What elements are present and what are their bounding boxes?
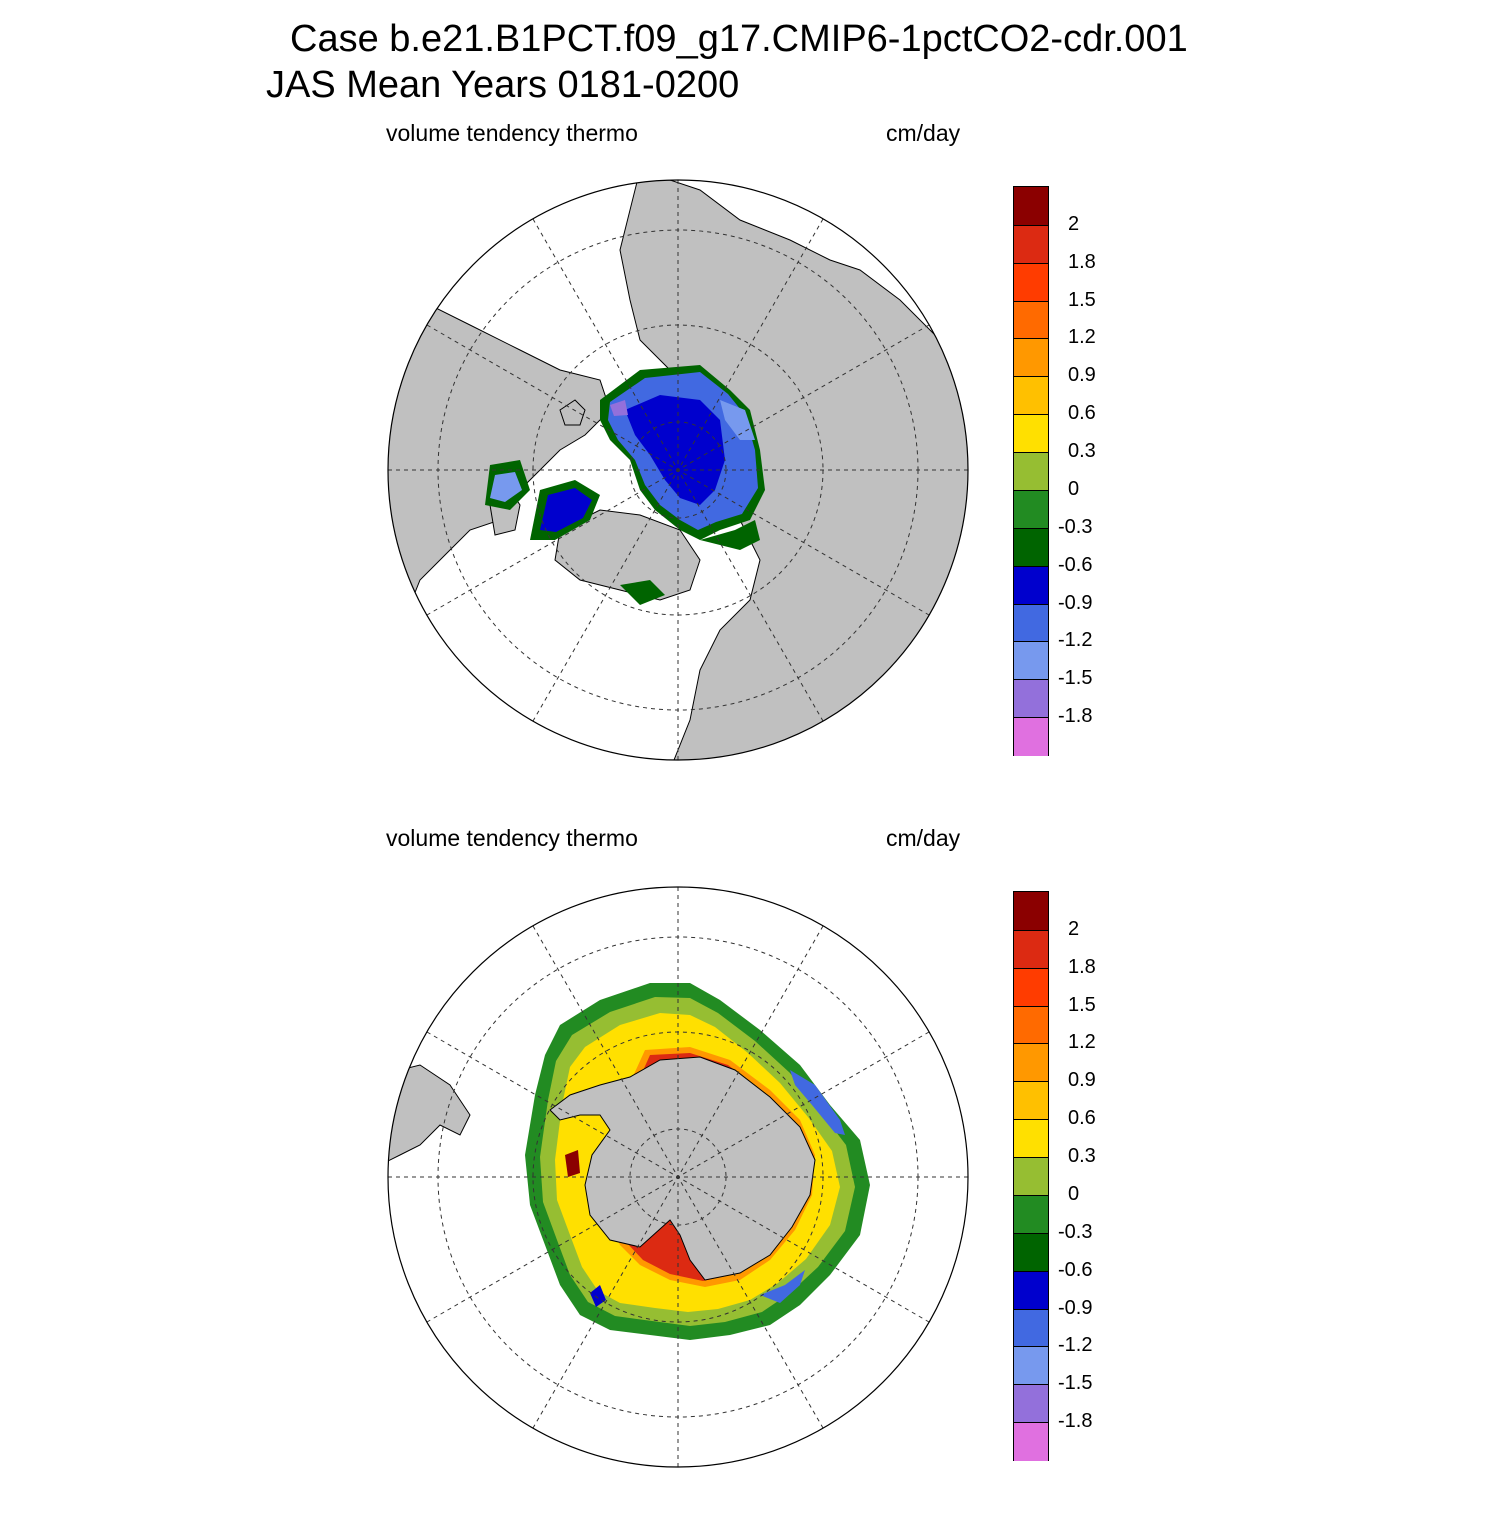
antarctic-colorbar-box <box>1014 1157 1048 1196</box>
arctic-colorbar-label: 1.8 <box>1068 250 1096 273</box>
arctic-colorbar-box <box>1014 452 1048 491</box>
antarctic-colorbar-box <box>1014 1422 1048 1461</box>
antarctic-colorbar-label: 0.6 <box>1068 1107 1096 1130</box>
antarctic-colorbar-box <box>1014 1194 1048 1234</box>
arctic-units-label: cm/day <box>886 120 961 146</box>
arctic-graticule <box>388 180 968 760</box>
arctic-colorbar-box <box>1014 187 1048 225</box>
antarctic-colorbar-box <box>1014 1346 1048 1386</box>
arctic-colorbar-box <box>1014 489 1048 529</box>
arctic-colorbar-label: 2 <box>1068 212 1080 235</box>
antarctic-graticule <box>388 887 968 1467</box>
arctic-colorbar-label: -0.9 <box>1058 591 1093 614</box>
arctic-colorbar-label: -1.5 <box>1058 667 1093 690</box>
antarctic-units-label: cm/day <box>886 825 961 851</box>
arctic-colorbar-label: 0.3 <box>1068 440 1096 463</box>
antarctic-colorbar-label: 1.5 <box>1068 993 1096 1016</box>
arctic-map-border <box>387 179 969 761</box>
antarctic-colorbar-label: -1.5 <box>1058 1372 1093 1395</box>
arctic-colorbar-label: -0.3 <box>1058 515 1093 538</box>
antarctic-colorbar-box <box>1014 1005 1048 1045</box>
antarctic-map-border <box>387 886 969 1468</box>
arctic-colorbar-box <box>1014 641 1048 681</box>
antarctic-variable-label: volume tendency thermo <box>386 825 638 851</box>
arctic-colorbar-box <box>1014 679 1048 719</box>
figure-title-line2: JAS Mean Years 0181-0200 <box>266 64 740 106</box>
figure-title-line1: Case b.e21.B1PCT.f09_g17.CMIP6-1pctCO2-c… <box>290 18 1188 60</box>
antarctic-colorbar-box <box>1014 967 1048 1007</box>
antarctic-colorbar-label: 0.3 <box>1068 1145 1096 1168</box>
arctic-colorbar-box <box>1014 565 1048 605</box>
arctic-colorbar-label: -0.6 <box>1058 553 1093 576</box>
arctic-colorbar-label: 0 <box>1068 477 1080 500</box>
antarctic-colorbar-box <box>1014 1308 1048 1348</box>
arctic-colorbar-label: 1.5 <box>1068 288 1096 311</box>
antarctic-colorbar-box <box>1014 1232 1048 1272</box>
antarctic-colorbar-box <box>1014 1270 1048 1310</box>
arctic-colorbar-box <box>1014 527 1048 567</box>
arctic-colorbar-label: 1.2 <box>1068 326 1096 349</box>
antarctic-colorbar-label: 2 <box>1068 917 1080 940</box>
arctic-colorbar-box <box>1014 300 1048 340</box>
antarctic-colorbar-box <box>1014 1043 1048 1083</box>
antarctic-colorbar-label: 1.8 <box>1068 955 1096 978</box>
antarctic-colorbar-label: -0.9 <box>1058 1296 1093 1319</box>
antarctic-colorbar-box <box>1014 929 1048 969</box>
arctic-ice-field <box>485 365 765 605</box>
antarctic-colorbar-box <box>1014 1081 1048 1121</box>
antarctic-colorbar-box <box>1014 892 1048 930</box>
arctic-colorbar-box <box>1014 338 1048 378</box>
antarctic-colorbar-label: 0.9 <box>1068 1069 1096 1092</box>
arctic-map <box>387 179 969 761</box>
antarctic-colorbar-label: -0.3 <box>1058 1220 1093 1243</box>
antarctic-colorbar-label: -0.6 <box>1058 1258 1093 1281</box>
arctic-colorbar-box <box>1014 224 1048 264</box>
antarctic-colorbar-box <box>1014 1119 1048 1159</box>
antarctic-colorbar-label: 1.2 <box>1068 1031 1096 1054</box>
arctic-colorbar <box>1013 186 1049 756</box>
arctic-colorbar-box <box>1014 603 1048 643</box>
arctic-colorbar-box <box>1014 717 1048 756</box>
antarctic-colorbar-label: -1.2 <box>1058 1334 1093 1357</box>
antarctic-colorbar-box <box>1014 1384 1048 1424</box>
arctic-panel: volume tendency thermo cm/day <box>0 110 1500 810</box>
arctic-variable-label: volume tendency thermo <box>386 120 638 146</box>
antarctic-colorbar-label: -1.8 <box>1058 1410 1093 1433</box>
arctic-colorbar-label: 0.6 <box>1068 402 1096 425</box>
arctic-colorbar-box <box>1014 262 1048 302</box>
antarctic-map <box>387 886 969 1468</box>
arctic-colorbar-box <box>1014 414 1048 454</box>
arctic-colorbar-label: -1.2 <box>1058 629 1093 652</box>
arctic-colorbar-label: 0.9 <box>1068 364 1096 387</box>
arctic-colorbar-label: -1.8 <box>1058 705 1093 728</box>
antarctic-colorbar-label: 0 <box>1068 1182 1080 1205</box>
antarctic-panel: volume tendency thermo cm/day <box>0 815 1500 1515</box>
antarctic-colorbar <box>1013 891 1049 1461</box>
arctic-colorbar-box <box>1014 376 1048 416</box>
